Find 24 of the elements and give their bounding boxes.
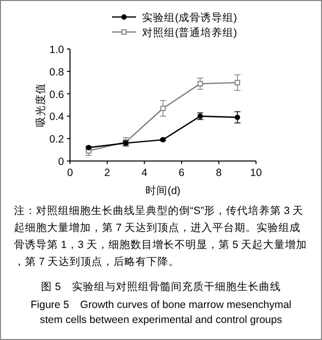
- x-tick-label: 0: [67, 167, 74, 179]
- x-tick-label: 6: [178, 167, 185, 179]
- point: [198, 81, 203, 86]
- y-tick-label: 0: [58, 156, 64, 168]
- x-tick-label: 10: [250, 167, 262, 179]
- x-tick-label: 8: [216, 167, 222, 179]
- y-tick-label: 0.4: [49, 111, 64, 124]
- point: [234, 80, 240, 86]
- y-axis-title: 吸光度值: [34, 83, 47, 127]
- x-tick-label: 2: [104, 167, 110, 179]
- caption: 图 5 实验组与对照组骨髓间充质干细胞生长曲线: [41, 280, 281, 293]
- legend-label: 对照组(普通培养组): [142, 26, 237, 39]
- x-tick-label: 4: [141, 167, 148, 179]
- point: [86, 144, 92, 150]
- point: [160, 106, 166, 112]
- point: [234, 114, 240, 120]
- caption: Figure 5 Growth curves of bone marrow mesenchymal stem cells between experimental and control groups: [30, 299, 292, 326]
- y-tick-label: 0.6: [49, 88, 64, 101]
- y-tick-label: 0.2: [49, 134, 64, 146]
- legend-label: 实验组(成骨诱导组): [142, 11, 237, 24]
- y-tick-label: 1.0: [49, 44, 64, 56]
- x-axis-title: 时间(d): [146, 184, 180, 197]
- text: 注：对照组细胞生长曲线呈典型的倒“S”形，传代培养第 3 天起细胞大量增加，第 7 天达到顶点，进入平台期。实验组成骨诱导第 1，3 天，细胞数目增长不明显，第 5 天起大量增加，第 7 天达到顶点，后略有下降。: [14, 204, 308, 268]
- y-tick-label: 0.8: [49, 66, 64, 78]
